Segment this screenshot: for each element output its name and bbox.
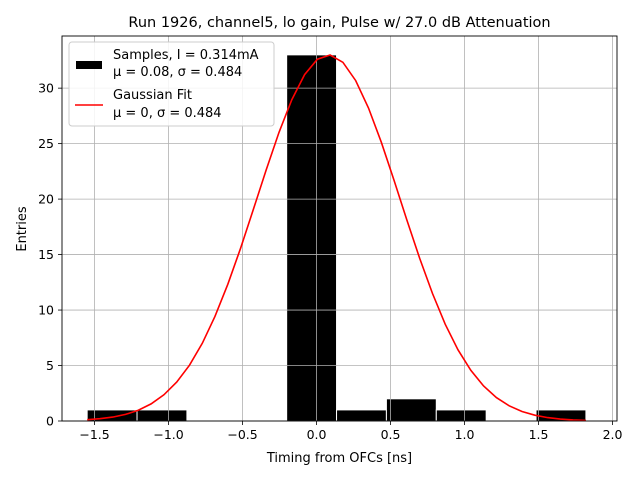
x-tick-label: 2.0 — [603, 427, 623, 442]
y-axis-ticks: 0 5 10 15 20 25 30 — [38, 81, 62, 429]
x-tick-label: 1.5 — [529, 427, 549, 442]
plot-frame — [61, 35, 618, 422]
histogram-bar — [336, 409, 387, 422]
x-tick-label: −1.0 — [153, 427, 183, 442]
y-tick-label: 0 — [46, 414, 54, 429]
bars — [86, 54, 587, 422]
histogram-bar — [136, 409, 188, 422]
histogram-bar — [435, 409, 487, 422]
x-axis-label: Timing from OFCs [ns] — [266, 451, 412, 466]
x-tick-label: −0.5 — [227, 427, 257, 442]
x-axis-ticks: −1.5 −1.0 −0.5 0.0 0.5 1.0 1.5 2.0 — [79, 421, 623, 442]
x-tick-label: −1.5 — [79, 427, 109, 442]
histogram-bar — [286, 54, 338, 422]
gaussian-fit-line — [87, 54, 586, 422]
legend-box — [68, 41, 275, 127]
y-tick-label: 15 — [38, 247, 54, 262]
legend-samples-line1: Samples, I = 0.314mA — [113, 48, 259, 63]
x-tick-label: 0.0 — [307, 427, 327, 442]
x-tick-label: 0.5 — [381, 427, 401, 442]
legend: Samples, I = 0.314mA μ = 0.08, σ = 0.484… — [68, 41, 275, 127]
legend-samples-swatch — [76, 61, 102, 69]
y-axis-label: Entries — [15, 206, 30, 252]
x-tick-label: 1.0 — [455, 427, 475, 442]
y-tick-label: 5 — [46, 358, 54, 373]
histogram-bar — [385, 398, 437, 422]
y-tick-label: 20 — [38, 192, 54, 207]
legend-fit-line2: μ = 0, σ = 0.484 — [113, 106, 222, 121]
y-tick-label: 25 — [38, 136, 54, 151]
legend-samples-line2: μ = 0.08, σ = 0.484 — [113, 65, 242, 80]
y-tick-label: 10 — [38, 303, 54, 318]
chart-title: Run 1926, channel5, lo gain, Pulse w/ 27… — [128, 15, 550, 31]
legend-fit-line1: Gaussian Fit — [113, 88, 192, 103]
y-tick-label: 30 — [38, 81, 54, 96]
